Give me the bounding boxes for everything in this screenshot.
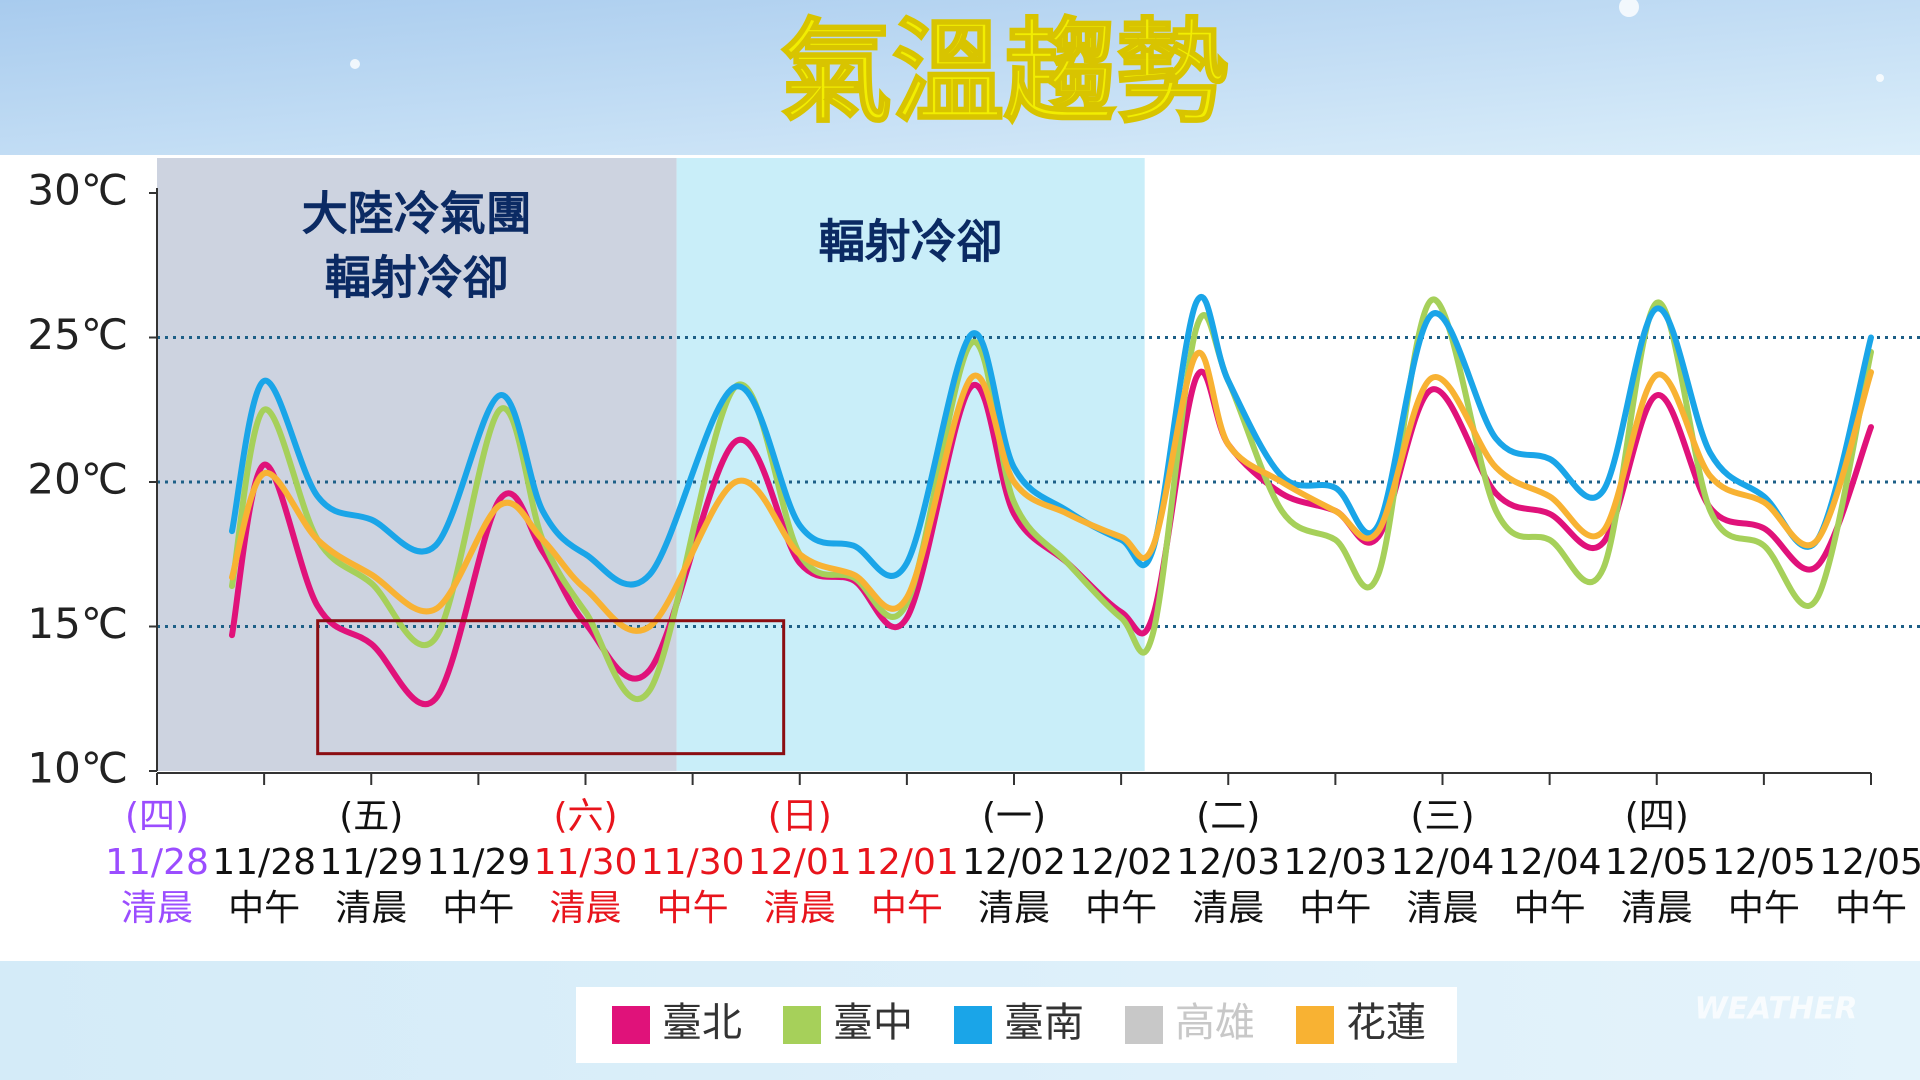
x-weekday-label: (三)	[1410, 796, 1474, 837]
highlight-box	[316, 619, 786, 756]
x-time-label: 中午	[1835, 888, 1907, 929]
x-tick-label: 11/28	[212, 842, 316, 883]
y-tick-label: 25℃	[27, 310, 128, 359]
x-tick-label: 12/02	[962, 842, 1066, 883]
decor-dot	[1619, 0, 1639, 17]
labels: 大陸冷氣團輻射冷卻輻射冷卻10℃15℃20℃25℃30℃(四)11/28清晨11…	[27, 166, 1920, 1047]
region	[676, 158, 1145, 771]
legend-swatch	[612, 1006, 650, 1044]
y-tick-label: 10℃	[27, 744, 128, 793]
x-time-label: 中午	[1728, 888, 1800, 929]
x-tick-label: 12/04	[1391, 842, 1495, 883]
x-tick-label: 11/30	[534, 842, 638, 883]
x-time-label: 中午	[1085, 888, 1157, 929]
x-weekday-label: (日)	[768, 796, 832, 837]
x-tick-label: 11/29	[319, 842, 423, 883]
legend-label: 高雄	[1175, 1000, 1255, 1046]
x-weekday-label: (四)	[1625, 796, 1689, 837]
x-tick-label: 12/01	[748, 842, 852, 883]
x-tick-label: 12/03	[1284, 842, 1388, 883]
decor-dot	[350, 59, 360, 69]
region-label: 大陸冷氣團	[302, 187, 532, 241]
x-tick-label: 11/28	[105, 842, 209, 883]
x-weekday-label: (五)	[339, 796, 403, 837]
x-tick-label: 12/05	[1712, 842, 1816, 883]
chart-title: 氣溫趨勢	[780, 8, 1228, 138]
x-time-label: 清晨	[764, 888, 836, 929]
series-line	[228, 349, 1874, 634]
x-weekday-label: (二)	[1196, 796, 1260, 837]
legend-label: 臺中	[833, 1000, 913, 1046]
x-tick-label: 11/30	[641, 842, 745, 883]
x-tick-label: 12/02	[1069, 842, 1173, 883]
x-time-label: 清晨	[978, 888, 1050, 929]
legend-label: 臺南	[1004, 1000, 1084, 1046]
x-tick-label: 12/05	[1605, 842, 1709, 883]
watermark: WEATHER	[1694, 992, 1857, 1027]
legend-swatch	[954, 1006, 992, 1044]
x-weekday-label: (一)	[982, 796, 1046, 837]
x-tick-label: 11/29	[427, 842, 531, 883]
y-tick-label: 15℃	[27, 599, 128, 648]
x-time-label: 中午	[871, 888, 943, 929]
x-time-label: 清晨	[1192, 888, 1264, 929]
x-time-label: 清晨	[1621, 888, 1693, 929]
legend-swatch	[1125, 1006, 1163, 1044]
x-tick-label: 12/05	[1819, 842, 1920, 883]
region-label: 輻射冷卻	[325, 251, 509, 305]
legend-swatch	[1296, 1006, 1334, 1044]
x-tick-label: 12/04	[1498, 842, 1602, 883]
region-label: 輻射冷卻	[819, 215, 1003, 269]
x-time-label: 清晨	[549, 888, 621, 929]
x-time-label: 中午	[1514, 888, 1586, 929]
y-tick-label: 20℃	[27, 455, 128, 504]
x-weekday-label: (六)	[553, 796, 617, 837]
x-time-label: 清晨	[1406, 888, 1478, 929]
y-tick-label: 30℃	[27, 166, 128, 215]
series-line	[228, 296, 1874, 702]
x-time-label: 清晨	[121, 888, 193, 929]
legend-label: 花蓮	[1346, 1000, 1426, 1046]
x-time-label: 清晨	[335, 888, 407, 929]
x-tick-label: 12/03	[1176, 842, 1280, 883]
header-background	[0, 0, 1920, 155]
lines	[228, 293, 1874, 756]
x-tick-label: 12/01	[855, 842, 959, 883]
x-time-label: 中午	[442, 888, 514, 929]
legend-label: 臺北	[662, 1000, 742, 1046]
x-time-label: 中午	[228, 888, 300, 929]
decor-dot	[1876, 74, 1884, 82]
axes	[149, 188, 1920, 785]
x-weekday-label: (四)	[125, 796, 189, 837]
x-time-label: 中午	[657, 888, 729, 929]
legend-swatch	[783, 1006, 821, 1044]
x-time-label: 中午	[1299, 888, 1371, 929]
